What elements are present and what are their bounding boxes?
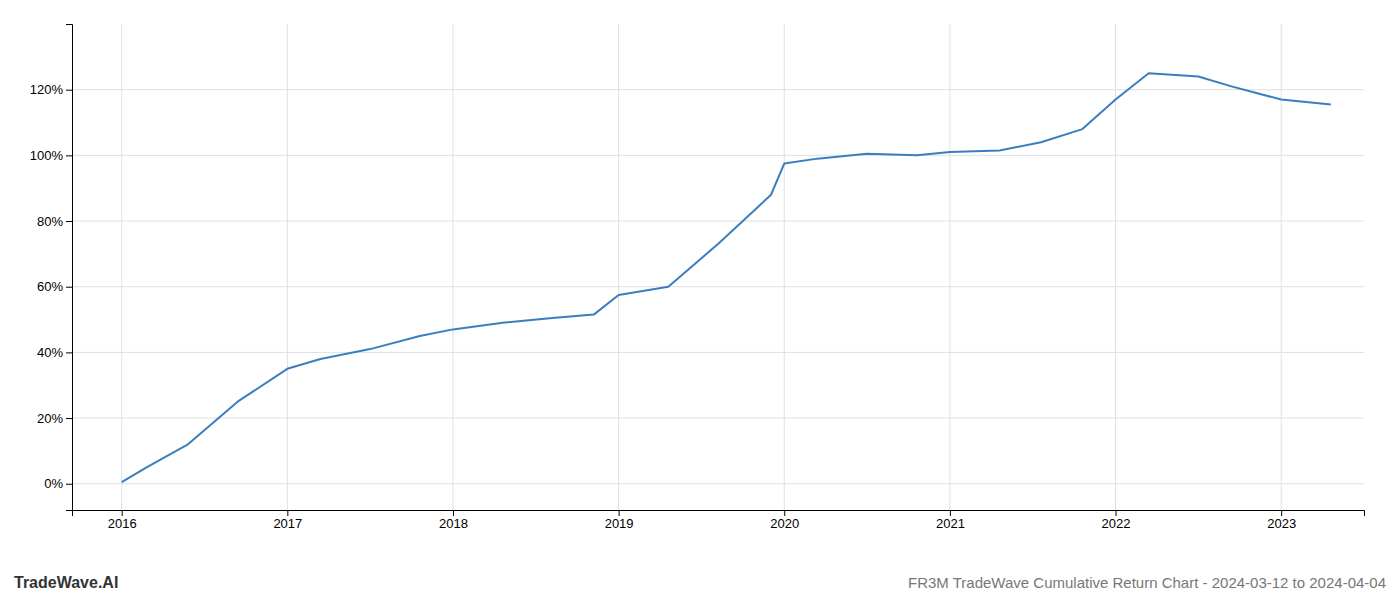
grid-line-x — [1115, 24, 1116, 510]
grid-line-x — [784, 24, 785, 510]
plot: 2016 2017 2018 2019 2020 2021 2022 2023 0% 20% 40%… — [30, 24, 1365, 531]
tick: 100% — [30, 148, 72, 163]
tick: 80% — [37, 214, 72, 229]
line — [122, 73, 1331, 482]
grid-line-x — [618, 24, 619, 510]
tick-mark — [784, 510, 785, 516]
axis-line — [73, 511, 1365, 517]
tick: 2022 — [1102, 510, 1131, 531]
grid-line-y — [72, 352, 1364, 353]
tick-mark — [66, 484, 72, 485]
tick: 2020 — [770, 510, 799, 531]
tick-mark — [66, 155, 72, 156]
tick: 2023 — [1267, 510, 1296, 531]
tick-label: 20% — [37, 411, 63, 426]
grid-line-x — [452, 24, 453, 510]
background — [0, 0, 1400, 600]
marks — [122, 73, 1331, 482]
tick-label: 2019 — [605, 516, 634, 531]
tick: 20% — [37, 411, 72, 426]
tick-label: 100% — [30, 148, 64, 163]
tick: 60% — [37, 279, 72, 294]
tick-label: 2023 — [1267, 516, 1296, 531]
tick: 2017 — [273, 510, 302, 531]
tick-mark — [287, 510, 288, 516]
tick: 40% — [37, 345, 72, 360]
tick-label: 2021 — [936, 516, 965, 531]
tick-mark — [66, 90, 72, 91]
grid — [72, 24, 1364, 510]
title: FR3M TradeWave Cumulative Return Chart -… — [908, 574, 1386, 591]
tick: 2016 — [108, 510, 137, 531]
tick-label: 2018 — [439, 516, 468, 531]
tick-mark — [66, 287, 72, 288]
watermark: TradeWave.AI — [14, 574, 118, 591]
grid-line-x — [1281, 24, 1282, 510]
tick-mark — [453, 510, 454, 516]
tick-label: 60% — [37, 279, 63, 294]
grid-line-y — [72, 286, 1364, 287]
grid-line-y — [72, 89, 1364, 90]
tick-mark — [122, 510, 123, 516]
tick: 2018 — [439, 510, 468, 531]
tick-mark — [66, 418, 72, 419]
x-axis: 2016 2017 2018 2019 2020 2021 2022 2023 — [73, 510, 1365, 531]
tick: 2019 — [605, 510, 634, 531]
grid-line-y — [72, 418, 1364, 419]
tick-label: 80% — [37, 214, 63, 229]
tick-label: 2017 — [273, 516, 302, 531]
tick: 0% — [44, 476, 72, 491]
grid-line-x — [949, 24, 950, 510]
tick-label: 2022 — [1102, 516, 1131, 531]
tick-mark — [1116, 510, 1117, 516]
tick: 2021 — [936, 510, 965, 531]
tick-label: 2016 — [108, 516, 137, 531]
axis-line — [66, 25, 73, 511]
grid-line-y — [72, 221, 1364, 222]
grid-line-y — [72, 155, 1364, 156]
chart: 2016 2017 2018 2019 2020 2021 2022 2023 0% 20% 40%… — [0, 0, 1400, 600]
grid-line-x — [121, 24, 122, 510]
tick-mark — [66, 352, 72, 353]
tick-mark — [619, 510, 620, 516]
y-axis: 0% 20% 40% 60% 80% 100% 120% — [30, 25, 73, 511]
tick-mark — [1281, 510, 1282, 516]
tick-mark — [66, 221, 72, 222]
grid-line-y — [72, 483, 1364, 484]
tick: 120% — [30, 82, 72, 97]
tick-label: 40% — [37, 345, 63, 360]
tick-label: 120% — [30, 82, 64, 97]
tick-label: 0% — [44, 476, 63, 491]
grid-line-x — [287, 24, 288, 510]
tick-mark — [950, 510, 951, 516]
tick-label: 2020 — [770, 516, 799, 531]
